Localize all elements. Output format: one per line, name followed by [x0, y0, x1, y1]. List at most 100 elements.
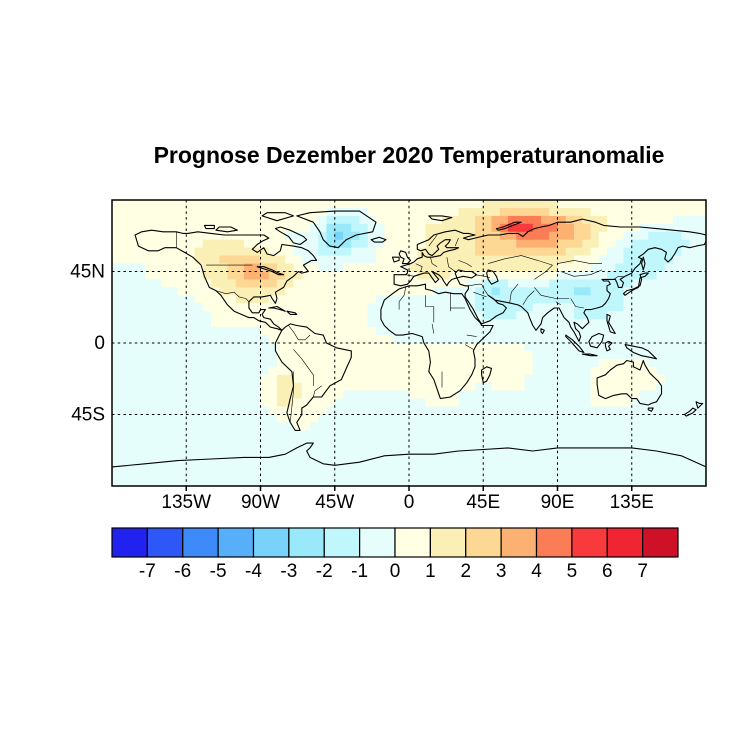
grid-cell — [565, 207, 575, 217]
grid-cell — [607, 271, 616, 280]
grid-cell — [607, 382, 616, 392]
grid-cell — [598, 223, 608, 233]
grid-cell — [351, 374, 360, 384]
grid-cell — [153, 263, 162, 272]
grid-cell — [367, 430, 377, 439]
grid-cell — [235, 327, 245, 336]
grid-cell — [178, 422, 187, 431]
grid-cell — [532, 311, 542, 320]
grid-cell — [145, 422, 154, 431]
grid-cell — [227, 231, 237, 241]
grid-cell — [145, 279, 154, 288]
grid-cell — [384, 295, 393, 304]
grid-cell — [136, 327, 146, 336]
grid-cell — [260, 366, 270, 376]
grid-cell — [169, 231, 179, 241]
grid-cell — [194, 390, 204, 399]
grid-cell — [631, 327, 641, 336]
grid-cell — [491, 247, 501, 256]
grid-cell — [318, 366, 327, 376]
grid-cell — [161, 438, 171, 447]
grid-cell — [219, 223, 228, 233]
grid-cell — [409, 390, 418, 399]
x-tick-label: 135E — [610, 492, 654, 513]
grid-cell — [310, 406, 319, 415]
grid-cell — [565, 358, 575, 368]
grid-cell — [557, 327, 567, 336]
grid-cell — [260, 335, 270, 344]
grid-cell — [549, 414, 558, 423]
x-tick-label: 90E — [541, 492, 575, 513]
grid-cell — [153, 382, 162, 392]
grid-cell — [656, 311, 666, 320]
grid-cell — [219, 430, 228, 439]
grid-cell — [136, 350, 146, 360]
grid-cell — [392, 311, 402, 320]
grid-cell — [367, 446, 377, 455]
grid-cell — [367, 223, 377, 233]
grid-cell — [557, 382, 567, 392]
grid-cell — [310, 215, 319, 225]
grid-cell — [351, 311, 360, 320]
grid-cell — [169, 478, 179, 486]
grid-cell — [227, 430, 237, 439]
grid-cell — [557, 430, 567, 439]
grid-cell — [227, 319, 237, 328]
coastline-path — [215, 226, 238, 233]
grid-cell — [673, 271, 682, 280]
grid-cell — [508, 446, 517, 455]
grid-cell — [557, 470, 567, 479]
grid-cell — [417, 223, 426, 233]
grid-cell — [516, 200, 525, 209]
grid-cell — [128, 231, 138, 241]
grid-cell — [673, 239, 682, 249]
coastline-path — [428, 215, 453, 222]
grid-cell — [475, 454, 484, 463]
grid-cell — [136, 430, 146, 439]
grid-cell — [549, 478, 558, 486]
grid-cell — [475, 438, 484, 447]
grid-cell — [549, 239, 558, 249]
grid-cell — [508, 287, 517, 296]
grid-cell — [227, 350, 237, 360]
grid-cell — [178, 319, 187, 328]
grid-cell — [194, 430, 204, 439]
grid-cell — [656, 247, 666, 256]
grid-cell — [673, 247, 682, 256]
grid-cell — [565, 255, 575, 264]
grid-cell — [524, 350, 534, 360]
grid-cell — [384, 350, 393, 360]
grid-cell — [277, 390, 286, 399]
grid-cell — [252, 350, 261, 360]
grid-cell — [433, 279, 443, 288]
grid-cell — [376, 207, 385, 217]
grid-cell — [293, 398, 303, 407]
grid-cell — [367, 303, 377, 312]
grid-cell — [664, 462, 674, 471]
grid-cell — [326, 422, 336, 431]
grid-cell — [640, 414, 649, 423]
grid-cell — [252, 414, 261, 423]
grid-cell — [293, 319, 303, 328]
grid-cell — [376, 390, 385, 399]
grid-cell — [334, 231, 344, 241]
grid-cell — [367, 343, 377, 352]
grid-cell — [128, 462, 138, 471]
coastline-path — [641, 256, 646, 271]
colorbar-tick-label: -5 — [210, 561, 227, 582]
grid-cell — [268, 271, 278, 280]
grid-cell — [631, 446, 641, 455]
grid-cell — [433, 303, 443, 312]
grid-cell — [392, 390, 402, 399]
grid-cell — [648, 303, 657, 312]
grid-cell — [186, 366, 195, 376]
grid-cell — [310, 263, 319, 272]
grid-cell — [532, 231, 542, 241]
grid-cell — [186, 231, 195, 241]
grid-cell — [359, 215, 369, 225]
grid-cell — [673, 327, 682, 336]
grid-cell — [235, 382, 245, 392]
grid-cell — [301, 200, 311, 209]
grid-cell — [582, 311, 591, 320]
grid-cell — [623, 200, 633, 209]
